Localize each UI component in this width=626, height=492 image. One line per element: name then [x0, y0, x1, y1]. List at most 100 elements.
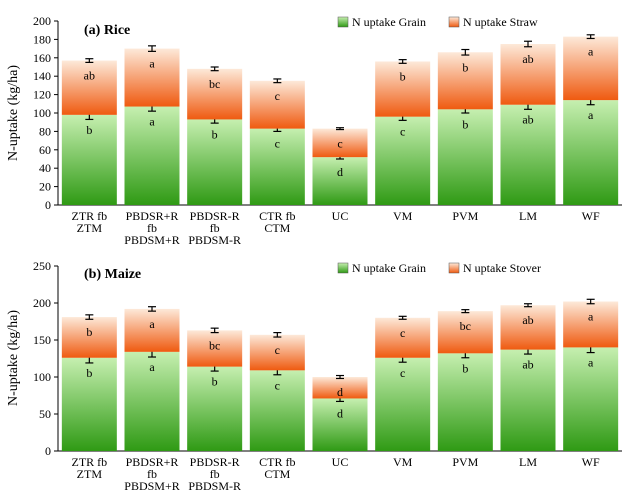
significance-letter: d: [337, 385, 343, 399]
significance-letter: c: [400, 125, 405, 139]
x-category-label: UC: [332, 455, 349, 469]
bar-segment-grain: [375, 116, 431, 205]
significance-letter: b: [462, 361, 468, 375]
x-category-label: CTR fb: [259, 209, 295, 223]
significance-letter: b: [212, 127, 218, 141]
x-category-label: CTM: [264, 221, 290, 235]
x-category-label: ZTR fb: [71, 455, 107, 469]
y-tick-label: 200: [33, 14, 51, 28]
bar-segment-grain: [437, 353, 493, 451]
y-tick-label: 50: [39, 407, 51, 421]
bar-segment-straw: [375, 61, 431, 117]
y-tick-label: 60: [39, 143, 51, 157]
significance-letter: d: [337, 406, 343, 420]
x-category-label: PVM: [452, 455, 478, 469]
bar-segment-grain: [312, 398, 368, 451]
x-category-label: PBDSR-R: [190, 455, 240, 469]
bar-segment-grain: [375, 357, 431, 451]
y-tick-label: 180: [33, 32, 51, 46]
significance-letter: c: [275, 137, 280, 151]
significance-letter: ab: [522, 113, 533, 127]
significance-letter: c: [400, 366, 405, 380]
significance-letter: ab: [522, 313, 533, 327]
significance-letter: b: [462, 60, 468, 74]
bar-segment-straw: [249, 334, 305, 371]
bar-segment-straw: [187, 330, 243, 367]
bar-segment-straw: [437, 52, 493, 110]
x-category-label: fb: [210, 467, 220, 481]
significance-letter: a: [149, 317, 155, 331]
bar-segment-straw: [249, 80, 305, 129]
significance-letter: a: [149, 115, 155, 129]
x-category-label: PVM: [452, 209, 478, 223]
significance-letter: b: [212, 375, 218, 389]
x-category-label: UC: [332, 209, 349, 223]
y-tick-label: 100: [33, 106, 51, 120]
x-category-label: PBDSM+R: [124, 479, 179, 492]
bar-segment-straw: [312, 128, 368, 158]
bar-segment-grain: [187, 366, 243, 451]
x-category-label: fb: [210, 221, 220, 235]
significance-letter: c: [337, 137, 342, 151]
y-tick-label: 150: [33, 333, 51, 347]
y-tick-label: 100: [33, 370, 51, 384]
bar-segment-grain: [124, 351, 180, 451]
bar-segment-grain: [500, 104, 556, 205]
legend-swatch-grain: [337, 262, 349, 274]
bar-segment-straw: [500, 44, 556, 105]
x-category-label: WF: [582, 455, 600, 469]
y-tick-label: 20: [39, 180, 51, 194]
x-category-label: PBDSR-R: [190, 209, 240, 223]
panel-title: (a) Rice: [84, 23, 130, 38]
y-tick-label: 200: [33, 296, 51, 310]
significance-letter: a: [588, 108, 594, 122]
y-axis-title: N-uptake (kg/ha): [6, 65, 21, 161]
rice-chart-panel: 0 20 40 60 80 100 120 140 160 180 200 N-uptake (kg/…: [6, 14, 622, 247]
significance-letter: b: [400, 69, 406, 83]
bar-segment-straw: [61, 317, 117, 358]
significance-letter: c: [400, 326, 405, 340]
significance-letter: ab: [522, 358, 533, 372]
x-category-label: VM: [393, 209, 413, 223]
bar-segment-straw: [124, 48, 180, 107]
bar-segment-straw: [437, 311, 493, 354]
y-tick-label: 40: [39, 161, 51, 175]
significance-letter: d: [337, 165, 343, 179]
legend-label: N uptake Stover: [463, 261, 541, 275]
bar-segment-straw: [563, 301, 619, 348]
significance-letter: a: [588, 45, 594, 59]
x-category-label: PBDSM-R: [188, 233, 241, 247]
significance-letter: bc: [460, 319, 471, 333]
x-category-label: PBDSR+R: [126, 209, 179, 223]
x-category-label: PBDSM-R: [188, 479, 241, 492]
bar-segment-grain: [249, 370, 305, 451]
y-axis-title: N-uptake (kg/ha): [6, 310, 21, 406]
bar-segment-grain: [563, 347, 619, 451]
y-tick-label: 0: [45, 198, 51, 212]
x-category-label: ZTM: [77, 221, 103, 235]
maize-chart-panel: 0 50 100 150 200 250 N-uptake (kg/ha) (b) Maize…: [6, 259, 622, 492]
significance-letter: a: [149, 57, 155, 71]
significance-letter: b: [462, 117, 468, 131]
x-category-label: fb: [147, 221, 157, 235]
bar-segment-grain: [437, 109, 493, 205]
legend-swatch-grain: [337, 16, 349, 28]
significance-letter: ab: [522, 52, 533, 66]
y-tick-label: 80: [39, 124, 51, 138]
x-category-label: CTR fb: [259, 455, 295, 469]
bar-segment-straw: [563, 36, 619, 101]
x-category-label: LM: [519, 209, 537, 223]
bar-segment-grain: [312, 157, 368, 205]
x-category-label: WF: [582, 209, 600, 223]
significance-letter: c: [275, 89, 280, 103]
bar-segment-straw: [312, 377, 368, 399]
bar-segment-grain: [249, 128, 305, 205]
bar-segment-straw: [124, 308, 180, 352]
legend-swatch-straw: [448, 16, 460, 28]
bar-segment-grain: [61, 357, 117, 451]
x-category-label: ZTR fb: [71, 209, 107, 223]
significance-letter: a: [588, 310, 594, 324]
y-tick-label: 250: [33, 259, 51, 273]
significance-letter: c: [275, 343, 280, 357]
